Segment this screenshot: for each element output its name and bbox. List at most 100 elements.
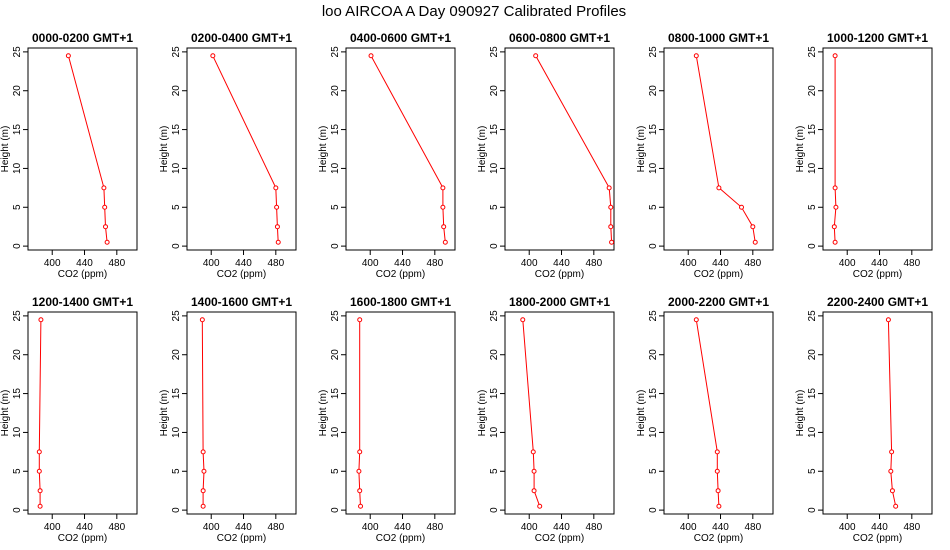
profile-line [887, 319, 897, 507]
y-tick-label: 20 [171, 85, 182, 97]
y-tick-label: 10 [648, 162, 659, 174]
y-tick-label: 0 [807, 243, 818, 249]
x-tick-label: 440 [235, 258, 252, 269]
y-tick-label: 0 [171, 507, 182, 513]
y-tick-label: 10 [807, 162, 818, 174]
y-tick-label: 0 [807, 507, 818, 513]
data-point [200, 488, 206, 494]
y-tick-label: 0 [171, 243, 182, 249]
x-axis-label: CO2 (ppm) [376, 269, 425, 280]
x-tick-label: 480 [744, 258, 761, 269]
data-point [275, 239, 281, 245]
panel-title: 1200-1400 GMT+1 [32, 295, 133, 309]
y-tick-label: 20 [330, 349, 341, 361]
y-tick-label: 15 [807, 388, 818, 400]
x-tick-label: 400 [362, 258, 379, 269]
data-point [441, 224, 447, 230]
plot-frame [504, 311, 615, 515]
x-tick-label: 400 [680, 522, 697, 533]
profile-line [522, 319, 541, 507]
data-point [37, 503, 43, 509]
data-point [716, 185, 722, 191]
y-tick-label: 25 [12, 46, 23, 58]
y-tick-label: 20 [489, 85, 500, 97]
y-tick-label: 15 [648, 124, 659, 136]
data-point [103, 224, 109, 230]
y-tick-label: 20 [648, 85, 659, 97]
panel-title: 0000-0200 GMT+1 [32, 31, 133, 45]
data-point [831, 224, 837, 230]
data-point [609, 239, 615, 245]
panel-title: 0600-0800 GMT+1 [509, 31, 610, 45]
x-axis-label: CO2 (ppm) [58, 269, 107, 280]
main-title: loo AIRCOA A Day 090927 Calibrated Profi… [322, 3, 626, 20]
x-tick-label: 400 [521, 522, 538, 533]
x-tick-label: 480 [903, 258, 920, 269]
y-tick-label: 0 [12, 507, 23, 513]
x-tick-label: 400 [362, 522, 379, 533]
y-tick-label: 10 [171, 426, 182, 438]
x-axis-label: CO2 (ppm) [535, 533, 584, 544]
y-tick-label: 5 [330, 204, 341, 210]
profile-line [38, 319, 42, 507]
plot-frame [186, 311, 297, 515]
y-axis-label: Height (m) [318, 126, 329, 173]
x-tick-label: 440 [394, 522, 411, 533]
data-point [357, 488, 363, 494]
profile-line [370, 55, 446, 243]
data-point [739, 204, 745, 210]
y-tick-label: 25 [807, 310, 818, 322]
y-tick-label: 15 [12, 388, 23, 400]
data-point [608, 224, 614, 230]
y-tick-label: 5 [171, 204, 182, 210]
x-tick-label: 440 [76, 258, 93, 269]
plot-frame [822, 47, 933, 251]
data-point [714, 468, 720, 474]
y-axis-label: Height (m) [0, 390, 11, 437]
y-tick-label: 10 [12, 426, 23, 438]
y-tick-label: 5 [648, 204, 659, 210]
x-tick-label: 440 [553, 522, 570, 533]
profile-line [695, 55, 756, 243]
y-tick-label: 10 [330, 162, 341, 174]
data-point [273, 185, 279, 191]
data-point [102, 204, 108, 210]
y-tick-label: 25 [807, 46, 818, 58]
data-point [201, 468, 207, 474]
y-tick-label: 25 [648, 46, 659, 58]
y-tick-label: 25 [489, 310, 500, 322]
data-point [750, 224, 756, 230]
panel-title: 0800-1000 GMT+1 [668, 31, 769, 45]
profile-line [358, 319, 361, 507]
x-tick-label: 400 [44, 522, 61, 533]
y-axis-label: Height (m) [636, 126, 647, 173]
y-tick-label: 25 [171, 310, 182, 322]
y-tick-label: 10 [171, 162, 182, 174]
x-tick-label: 400 [839, 522, 856, 533]
x-axis-label: CO2 (ppm) [853, 269, 902, 280]
data-point [715, 488, 721, 494]
x-tick-label: 480 [903, 522, 920, 533]
x-axis-label: CO2 (ppm) [376, 533, 425, 544]
data-point [358, 503, 364, 509]
y-tick-label: 25 [171, 46, 182, 58]
plot-frame [345, 311, 456, 515]
x-tick-label: 480 [267, 522, 284, 533]
y-tick-label: 5 [489, 204, 500, 210]
data-point [357, 317, 363, 323]
data-point [357, 449, 363, 455]
data-point [38, 317, 44, 323]
y-tick-label: 25 [489, 46, 500, 58]
y-tick-label: 15 [171, 388, 182, 400]
x-tick-label: 440 [394, 258, 411, 269]
plot-frame [822, 311, 933, 515]
y-tick-label: 5 [807, 204, 818, 210]
x-axis-label: CO2 (ppm) [58, 533, 107, 544]
y-tick-label: 15 [171, 124, 182, 136]
y-tick-label: 20 [12, 349, 23, 361]
